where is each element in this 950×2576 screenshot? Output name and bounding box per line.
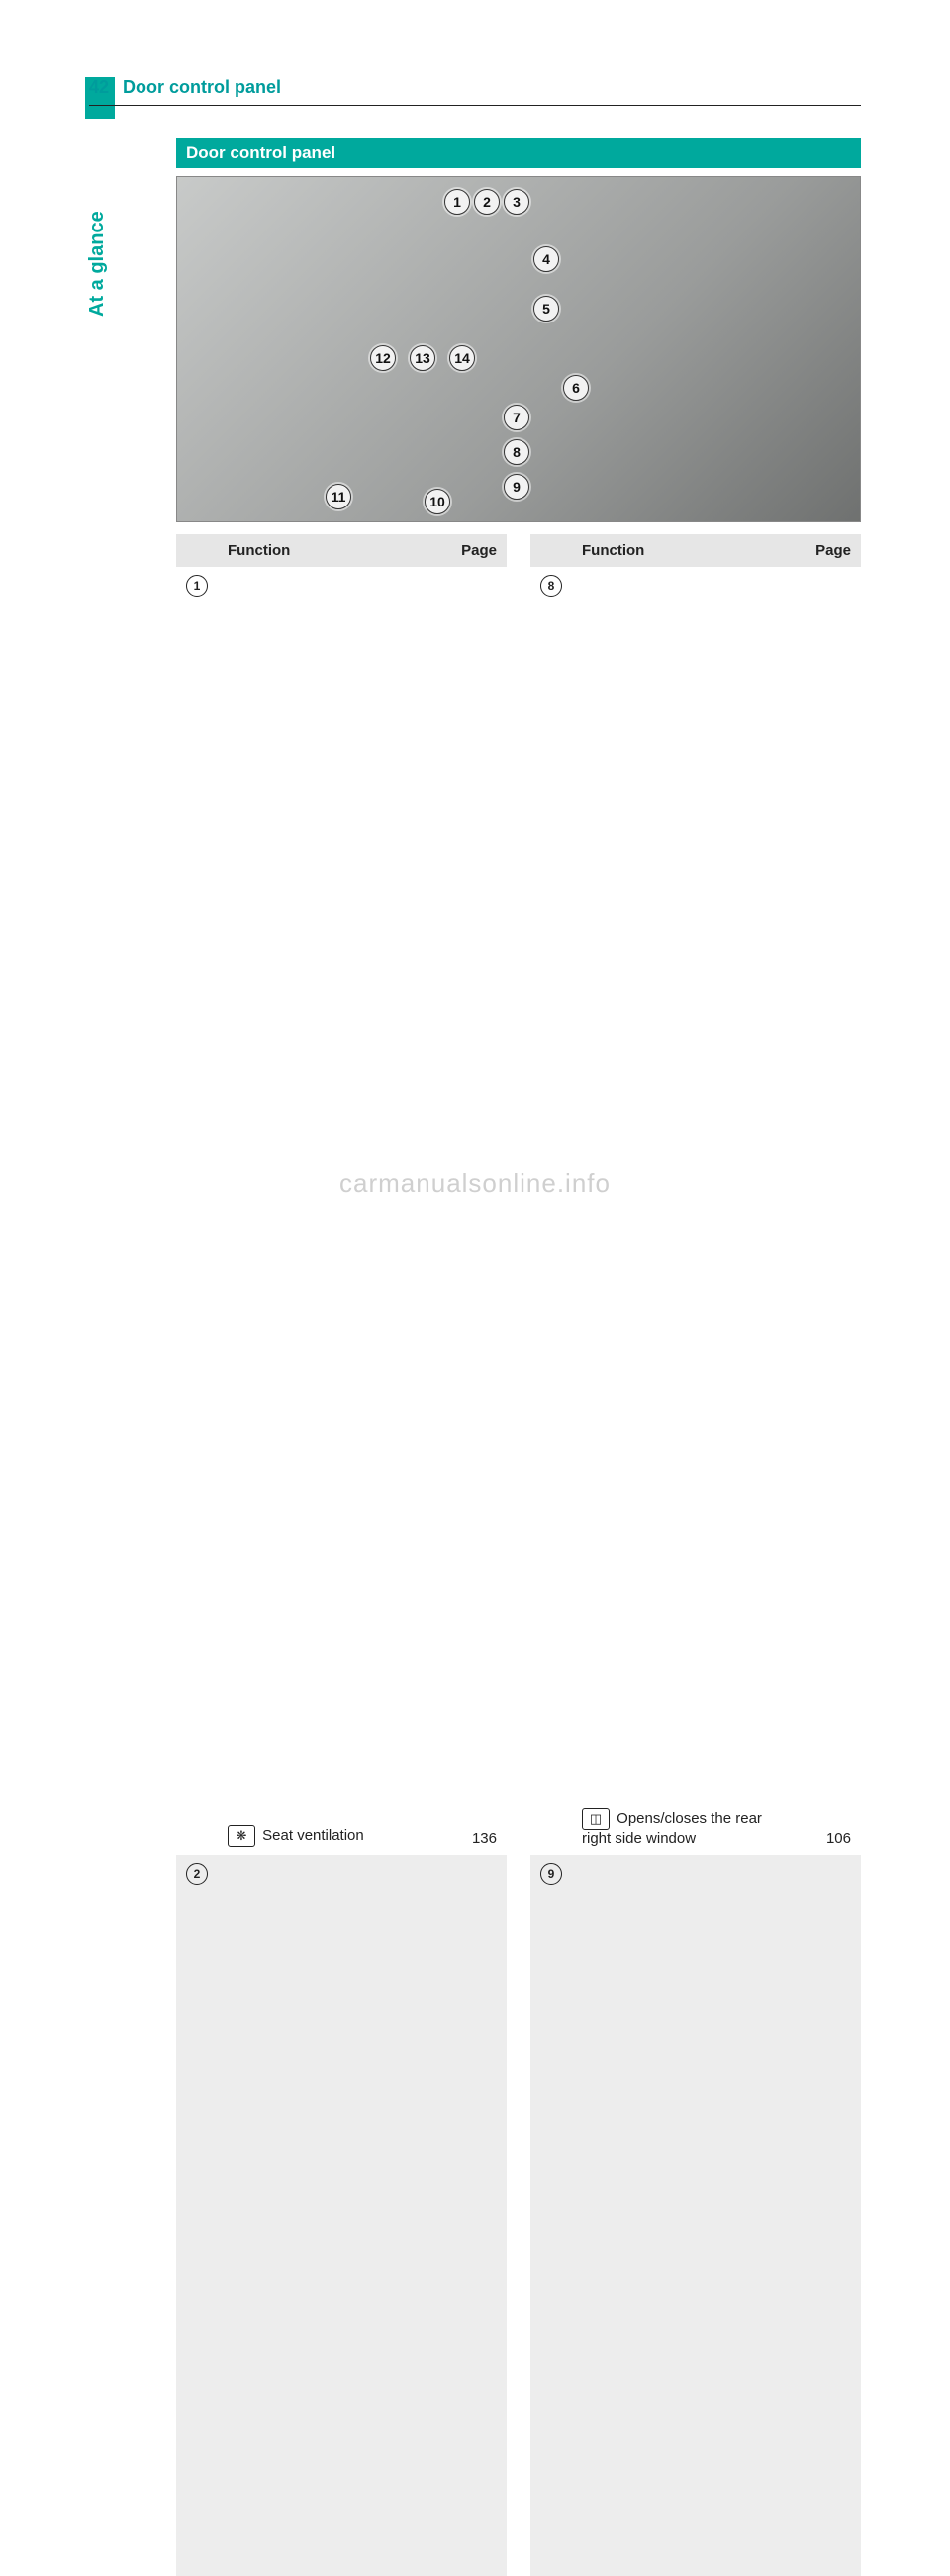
header-rule [89,105,861,106]
row-marker: 1 [176,567,218,1855]
row-marker: 2 [176,1855,218,2576]
table-row: 1❋ Seat ventilation136 [176,567,507,1855]
page-title: Door control panel [123,77,281,98]
manual-page: At a glance 42 Door control panel Door c… [0,0,950,1288]
row-function: ❋ Seat ventilation [218,567,447,1855]
row-function: ◫ Opens/closes the rear right side windo… [572,567,802,1855]
door-panel-figure: 1234567891011121314 [176,176,861,522]
row-marker: 9 [530,1855,572,2576]
col-page: Page [447,534,507,567]
function-table-right: Function Page 8 ◫ Opens/closes the rear r… [530,534,861,2576]
marker-circle: 1 [186,575,208,597]
table-row: 9 ⇱ Opens/closes the trunk lid104 [530,1855,861,2576]
section-heading-bar: Door control panel [176,138,861,168]
col-function: Function [572,534,802,567]
win-icon: ◫ [582,1808,610,1830]
figure-callout-8: 8 [504,439,529,465]
figure-callout-11: 11 [326,484,351,509]
right-column: Function Page 8 ◫ Opens/closes the rear r… [530,534,861,2576]
section-heading: Door control panel [186,143,335,163]
col-function: Function [218,534,447,567]
figure-callout-9: 9 [504,474,529,500]
vent-icon: ❋ [228,1825,255,1847]
marker-circle: 8 [540,575,562,597]
row-icons: ◫ [582,1810,613,1827]
function-tables: Function Page 1❋ Seat ventilation1362≋ S… [176,534,861,2576]
row-page: 134 [447,1855,507,2576]
figure-callout-2: 2 [474,189,500,215]
chapter-tab: At a glance [86,211,109,317]
row-page: 106 [802,567,861,1855]
figure-callout-6: 6 [563,375,589,401]
row-page: 104 [802,1855,861,2576]
figure-callout-12: 12 [370,345,396,371]
col-marker [176,534,218,567]
left-column: Function Page 1❋ Seat ventilation1362≋ S… [176,534,507,2576]
page-number: 42 [89,77,109,98]
table-row: 2 ≋ Seat heating134 [176,1855,507,2576]
figure-callout-1: 1 [444,189,470,215]
marker-circle: 2 [186,1863,208,1885]
watermark: carmanualsonline.info [0,1168,950,1199]
figure-callout-5: 5 [533,296,559,322]
figure-callout-13: 13 [410,345,435,371]
figure-callout-10: 10 [425,489,450,514]
row-marker: 8 [530,567,572,1855]
function-table-left: Function Page 1❋ Seat ventilation1362≋ S… [176,534,507,2576]
figure-callout-3: 3 [504,189,529,215]
col-marker [530,534,572,567]
row-icons: ❋ [228,1827,258,1844]
row-function: ⇱ Opens/closes the trunk lid [572,1855,802,2576]
figure-callout-7: 7 [504,405,529,430]
table-row: 8 ◫ Opens/closes the rear right side wind… [530,567,861,1855]
page-header: 42 Door control panel [89,77,861,105]
row-function: ≋ Seat heating [218,1855,447,2576]
marker-circle: 9 [540,1863,562,1885]
figure-callout-14: 14 [449,345,475,371]
row-page: 136 [447,567,507,1855]
col-page: Page [802,534,861,567]
row-text: Seat ventilation [262,1827,364,1844]
figure-callout-4: 4 [533,246,559,272]
